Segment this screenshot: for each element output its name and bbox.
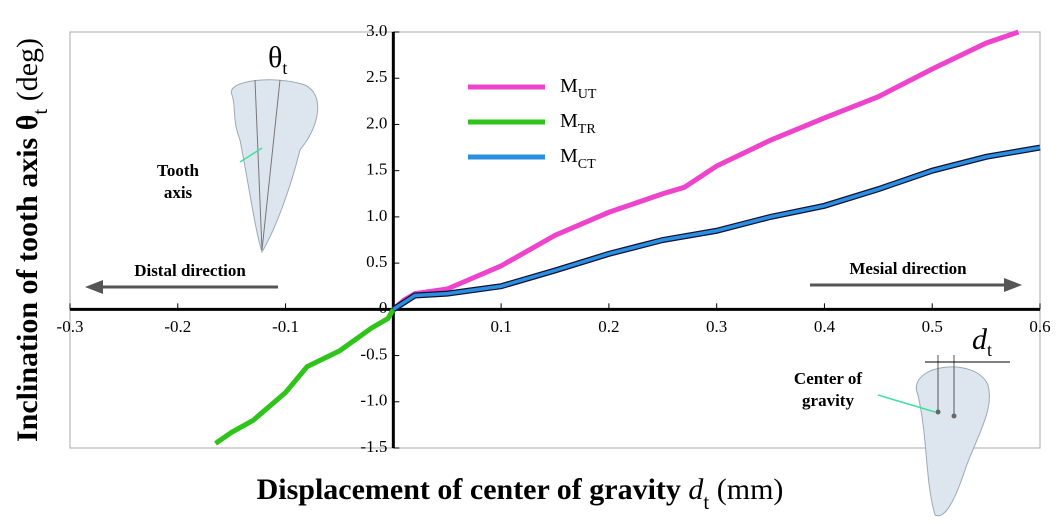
plot-frame [69,31,1041,449]
x-tick-label: 0.3 [706,317,727,336]
x-tick-label: 0.6 [1029,317,1050,336]
annotation: Tooth [157,161,199,180]
legend-sub: TR [578,122,597,137]
y-tick-label: 2.0 [366,113,387,132]
line [391,29,1020,312]
x-tick-label: 0.4 [814,317,836,336]
label-part: t [28,109,52,115]
legend-label: MCT [560,145,596,172]
x-tick-label: 0.1 [490,317,511,336]
label-part: t [703,490,709,514]
legend-sub: CT [578,157,596,172]
y-tick-label: 3.0 [366,21,387,40]
label-part: (deg) [11,38,44,109]
label-part: d [688,473,704,506]
tooth-illustration [231,79,319,254]
y-axis-title: Inclination of tooth axis θt (deg) [11,38,52,442]
label-part: (mm) [709,473,783,506]
y-tick-label: -1.5 [360,437,387,456]
legend-sub: UT [578,87,597,102]
legend-main: M [560,110,578,132]
x-tick-label: -0.1 [272,317,299,336]
legend-main: M [560,145,578,167]
legend-label: MUT [560,75,597,102]
annotation: dt [972,323,992,360]
line [392,145,1041,311]
direction-arrows [85,278,1022,294]
y-tick-label: 0.5 [366,252,387,271]
label-part: Displacement of center of gravity [257,473,689,506]
annotation: Mesial direction [849,259,967,278]
annotation-part: t [282,58,287,78]
legend-main: M [560,75,578,97]
y-tick-label: 1.5 [366,160,387,179]
y-tick-label: 0 [379,298,388,317]
annotation: θt [268,41,287,78]
x-tick-label: -0.2 [164,317,191,336]
annotation: Distal direction [134,261,246,280]
y-tick-label: 2.5 [366,67,387,86]
label-part: Inclination of tooth axis θ [11,115,44,442]
y-tick-label: -1.0 [360,391,387,410]
x-axis-title: Displacement of center of gravity dt (mm… [257,473,784,514]
annotation-part: θ [268,41,282,74]
annotation-part: t [987,340,992,360]
annotation: gravity [802,391,854,410]
x-tick-label: -0.3 [57,317,84,336]
legend-label: MTR [560,110,596,137]
y-tick-label: -0.5 [360,344,387,363]
annotation-part: d [972,323,988,356]
annotation: Center of [794,369,862,388]
x-tick-label: 0.2 [598,317,619,336]
line [214,308,396,446]
y-tick-label: 1.0 [366,206,387,225]
annotation: axis [164,183,193,202]
x-tick-label: 0.5 [922,317,943,336]
tooth-illustration [877,355,1010,517]
